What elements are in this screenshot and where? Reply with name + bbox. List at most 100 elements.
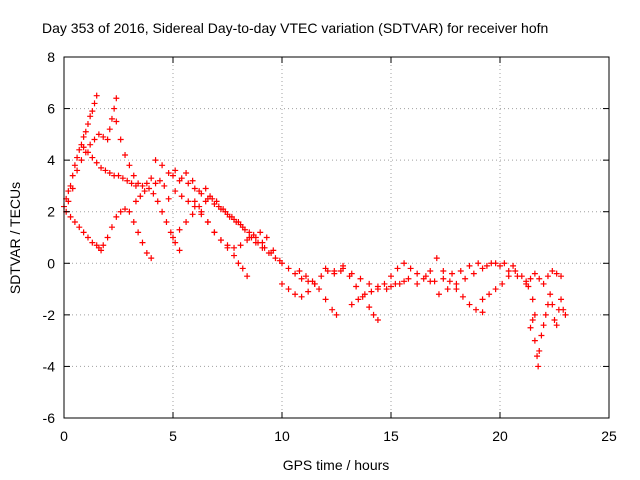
data-point — [292, 291, 299, 298]
data-point — [470, 270, 477, 277]
data-point — [544, 273, 551, 280]
data-point — [414, 280, 421, 287]
data-point — [510, 262, 517, 269]
data-point — [246, 234, 253, 241]
data-point — [466, 262, 473, 269]
data-point — [69, 172, 76, 179]
data-point — [146, 185, 153, 192]
data-point — [331, 268, 338, 275]
data-point — [202, 185, 209, 192]
x-tick-label: 0 — [60, 428, 68, 444]
y-tick-label: 2 — [47, 204, 55, 220]
data-point — [374, 317, 381, 324]
data-point — [540, 322, 547, 329]
data-point — [113, 95, 120, 102]
data-point — [159, 162, 166, 169]
data-point — [534, 353, 541, 360]
data-point — [558, 273, 565, 280]
data-point — [185, 198, 192, 205]
data-point — [189, 177, 196, 184]
plot-frame — [63, 56, 610, 419]
data-point — [529, 296, 536, 303]
data-point — [553, 322, 560, 329]
data-point — [318, 273, 325, 280]
data-point — [259, 244, 266, 251]
data-point — [152, 157, 159, 164]
data-point — [163, 219, 170, 226]
y-tick-label: 6 — [47, 101, 55, 117]
data-point — [124, 177, 131, 184]
data-point — [76, 224, 83, 231]
data-point — [252, 239, 259, 246]
data-point — [185, 180, 192, 187]
data-point — [531, 337, 538, 344]
data-point — [505, 273, 512, 280]
data-point — [119, 175, 126, 182]
data-point — [440, 275, 447, 282]
data-point — [366, 280, 373, 287]
data-point — [161, 182, 168, 189]
data-point — [235, 260, 242, 267]
chart-title: Day 353 of 2016, Sidereal Day-to-day VTE… — [42, 20, 548, 36]
data-point — [91, 100, 98, 107]
data-point — [246, 229, 253, 236]
data-point — [98, 247, 105, 254]
series-arc20 — [427, 255, 486, 316]
data-point — [211, 229, 218, 236]
data-point — [89, 239, 96, 246]
data-point — [139, 239, 146, 246]
data-point — [220, 206, 227, 213]
data-point — [217, 237, 224, 244]
data-point — [551, 317, 558, 324]
series-arc22 — [479, 268, 538, 318]
data-point — [333, 311, 340, 318]
data-point — [176, 247, 183, 254]
data-point — [71, 162, 78, 169]
data-point — [95, 131, 102, 138]
data-point — [196, 188, 203, 195]
series-arc23 — [527, 291, 569, 370]
data-point — [135, 180, 142, 187]
x-axis-label: GPS time / hours — [283, 457, 390, 473]
data-point — [388, 273, 394, 280]
series-arc5 — [100, 206, 155, 262]
series-arc15 — [296, 268, 340, 318]
data-point — [189, 211, 196, 218]
data-point — [355, 296, 362, 303]
x-axis-ticks: 0 5 10 15 20 25 — [60, 57, 617, 444]
data-point — [407, 265, 414, 272]
data-point — [322, 265, 329, 272]
data-point — [233, 219, 240, 226]
data-point — [165, 195, 172, 202]
data-points — [61, 92, 569, 370]
data-point — [139, 182, 146, 189]
data-point — [499, 280, 506, 287]
data-point — [250, 231, 257, 238]
data-point — [444, 286, 451, 293]
data-point — [414, 270, 421, 277]
x-tick-label: 15 — [383, 428, 399, 444]
data-point — [479, 265, 486, 272]
data-point — [279, 260, 285, 267]
data-point — [100, 133, 107, 140]
data-point — [237, 242, 244, 249]
y-tick-label: 4 — [47, 152, 55, 168]
y-tick-label: 8 — [47, 49, 55, 65]
data-point — [113, 118, 120, 125]
data-point — [239, 224, 246, 231]
data-point — [126, 162, 133, 169]
data-point — [213, 198, 220, 205]
series-arc17 — [340, 262, 381, 324]
data-point — [80, 144, 87, 151]
data-point — [126, 208, 133, 215]
data-point — [191, 198, 198, 205]
data-point — [76, 146, 83, 153]
data-point — [259, 239, 266, 246]
data-point — [226, 213, 233, 220]
data-point — [473, 306, 480, 313]
data-point — [176, 177, 183, 184]
data-point — [154, 198, 161, 205]
data-point — [527, 275, 534, 282]
data-point — [117, 208, 124, 215]
